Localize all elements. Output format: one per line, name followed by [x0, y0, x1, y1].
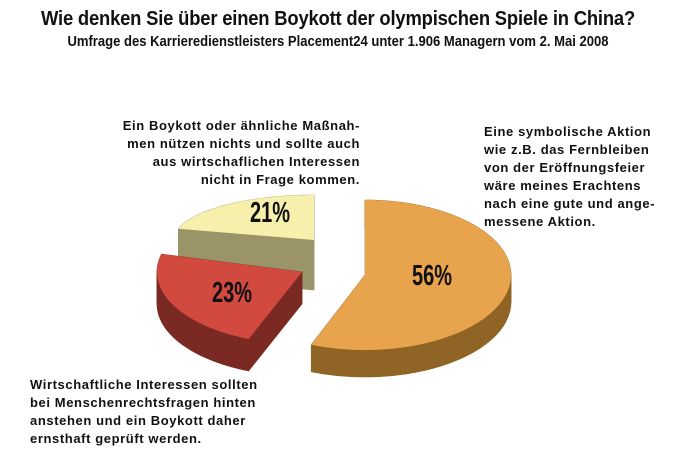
slice-side: [171, 303, 175, 339]
slice-side: [329, 347, 335, 376]
slice-side: [433, 339, 439, 369]
slice-side: [188, 316, 192, 352]
slice-side: [230, 334, 236, 369]
slice-side: [491, 309, 495, 341]
slice-side: [495, 304, 499, 336]
slice-side: [179, 309, 183, 346]
slice-side: [466, 326, 471, 357]
slice-side: [462, 328, 467, 359]
slice-side: [344, 348, 351, 377]
slice-side: [167, 298, 171, 335]
slice-side: [419, 343, 425, 372]
slice-description-23: Wirtschaftliche Interessen sollten bei M…: [30, 377, 258, 446]
slice-side: [234, 335, 240, 370]
slice-top: [178, 195, 314, 240]
slice-side: [201, 323, 207, 359]
slice-top: [311, 200, 511, 350]
slice-side: [385, 348, 391, 377]
slice-label: 56%: [412, 261, 452, 292]
slice-side: [493, 307, 497, 338]
slice-description-56: Eine symbolische Aktion wie z.B. das Fer…: [484, 124, 656, 229]
slice-side: [225, 332, 231, 368]
slice-side: [221, 331, 227, 366]
slice-side: [213, 328, 218, 363]
slice-side: [209, 327, 214, 362]
slice-side: [374, 349, 381, 378]
slice-side: [446, 335, 452, 365]
slice-side: [191, 318, 196, 354]
slice-side: [379, 348, 386, 377]
pie-slice-23: 23%: [156, 253, 303, 372]
slice-side: [339, 348, 345, 377]
slice-side: [473, 322, 478, 353]
slice-side: [184, 314, 189, 350]
slice-side: [428, 340, 434, 370]
slice-side: [182, 312, 186, 348]
slice-side: [400, 346, 406, 376]
slice-side: [414, 344, 420, 373]
chart-title: Wie denken Sie über einen Boykott der ol…: [40, 8, 636, 30]
slice-top: [157, 254, 302, 339]
slice-side: [476, 320, 481, 351]
slice-side: [404, 345, 411, 375]
pie-slice-56: 56%: [310, 199, 512, 378]
slice-side: [469, 324, 474, 355]
slice-label: 23%: [212, 278, 252, 309]
chart-subtitle: Umfrage des Karrieredienstleisters Place…: [67, 34, 609, 50]
slice-side: [194, 320, 199, 355]
slice-side: [359, 349, 366, 378]
slice-side: [390, 348, 396, 377]
slice-description-21: Ein Boykott oder ähnliche Maßnah- men nü…: [122, 118, 360, 187]
slice-side: [437, 338, 443, 368]
slice-side: [243, 337, 249, 372]
slice-side: [409, 345, 416, 374]
slice-side: [479, 318, 484, 349]
slice-side: [395, 347, 401, 376]
slice-side: [174, 305, 178, 342]
slice-side: [217, 330, 223, 365]
slice-side: [488, 311, 492, 343]
slice-side: [354, 349, 361, 378]
slice-side: [169, 300, 173, 337]
slice-side: [205, 325, 210, 360]
slice-side: [458, 330, 463, 360]
slice-side: [424, 342, 430, 371]
slice-side: [364, 349, 371, 378]
slice-side: [369, 349, 376, 378]
slice-side: [442, 336, 447, 367]
slice-side: [485, 314, 490, 345]
slice-side: [349, 349, 356, 378]
slice-side: [454, 332, 460, 362]
slice-side: [239, 336, 245, 371]
slice-side: [198, 321, 203, 357]
slice-side: [482, 316, 487, 347]
slice-side: [450, 333, 456, 364]
slice-label: 21%: [250, 198, 290, 229]
slice-side: [334, 348, 340, 377]
slice-side: [176, 307, 180, 344]
